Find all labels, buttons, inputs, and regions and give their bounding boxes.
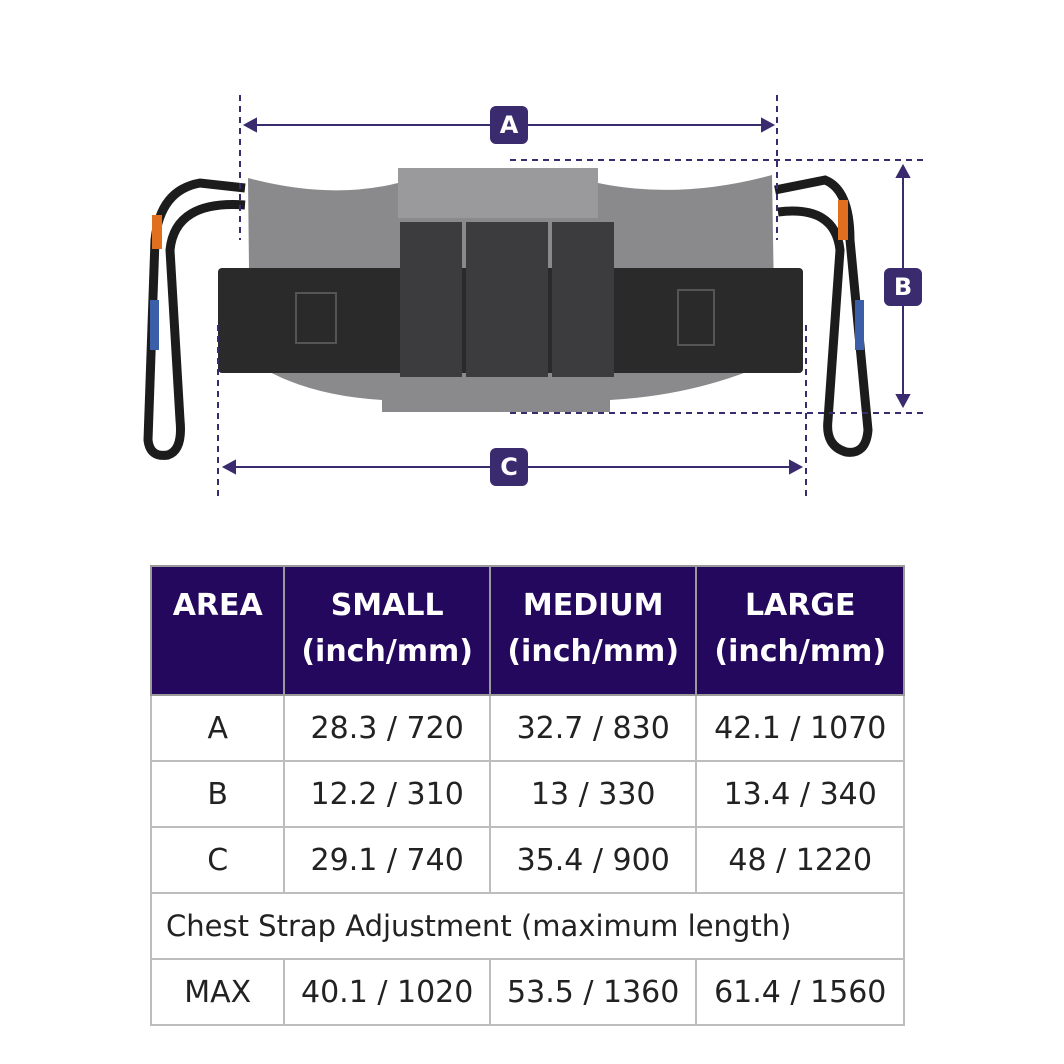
cell: 29.1 / 740 <box>283 826 491 894</box>
sling-illustration <box>143 95 925 500</box>
left-clip <box>152 215 162 249</box>
right-loop-blue <box>855 300 864 350</box>
header-medium: MEDIUM (inch/mm) <box>488 565 698 696</box>
cell: 42.1 / 1070 <box>695 694 905 762</box>
cell: MAX <box>149 958 286 1026</box>
dimension-label-b: B <box>884 268 922 306</box>
dimension-label-c: C <box>490 448 528 486</box>
cell: 28.3 / 720 <box>283 694 491 762</box>
cell: 40.1 / 1020 <box>283 958 491 1026</box>
header-small: SMALL (inch/mm) <box>283 565 491 696</box>
table-row: C 29.1 / 740 35.4 / 900 48 / 1220 <box>149 826 905 894</box>
cell: B <box>149 760 286 828</box>
cell: A <box>149 694 286 762</box>
left-strap <box>143 178 246 460</box>
left-loop-blue <box>150 300 159 350</box>
cell: 53.5 / 1360 <box>488 958 698 1026</box>
cell: 12.2 / 310 <box>283 760 491 828</box>
section-label: Chest Strap Adjustment (maximum length) <box>150 892 905 960</box>
cell: 35.4 / 900 <box>488 826 698 894</box>
right-clip <box>838 200 848 240</box>
cell: 48 / 1220 <box>695 826 905 894</box>
cell: 13.4 / 340 <box>695 760 905 828</box>
header-area: AREA <box>149 565 286 696</box>
header-large: LARGE (inch/mm) <box>695 565 905 696</box>
header-row: AREA SMALL (inch/mm) MEDIUM (inch/mm) LARG… <box>149 565 905 696</box>
dimension-label-a: A <box>490 106 528 144</box>
cell: 61.4 / 1560 <box>695 958 905 1026</box>
cell: C <box>149 826 286 894</box>
size-table: AREA SMALL (inch/mm) MEDIUM (inch/mm) LARG… <box>149 565 905 1026</box>
max-row: MAX 40.1 / 1020 53.5 / 1360 61.4 / 1560 <box>149 958 905 1026</box>
cell: 13 / 330 <box>488 760 698 828</box>
section-row: Chest Strap Adjustment (maximum length) <box>150 892 905 960</box>
cell: 32.7 / 830 <box>488 694 698 762</box>
table-row: B 12.2 / 310 13 / 330 13.4 / 340 <box>149 760 905 828</box>
table-row: A 28.3 / 720 32.7 / 830 42.1 / 1070 <box>149 694 905 762</box>
